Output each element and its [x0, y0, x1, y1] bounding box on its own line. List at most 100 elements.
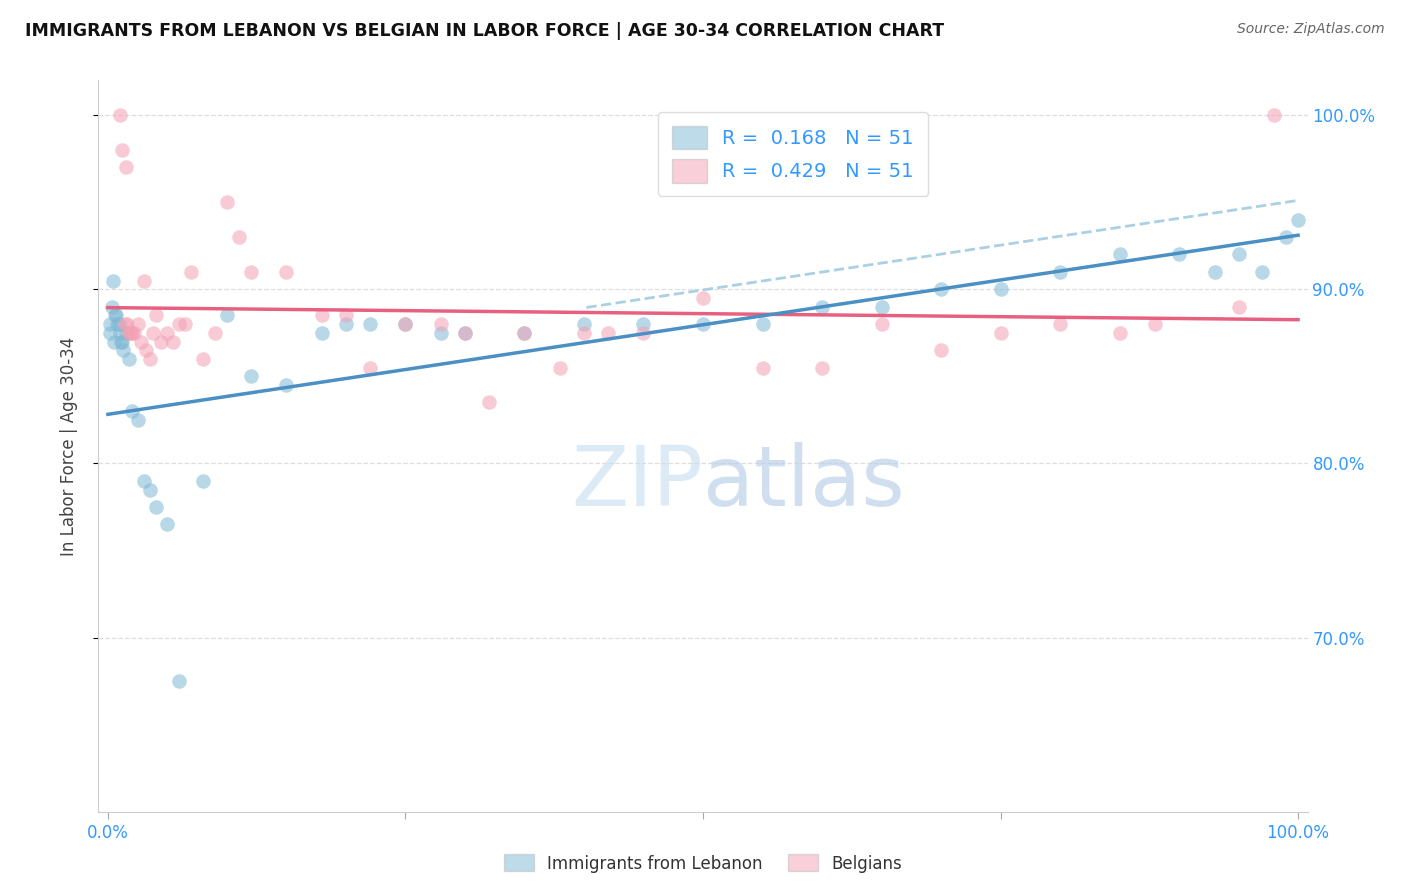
Point — [98, 326, 121, 340]
Point — [127, 413, 149, 427]
Point — [100, 300, 122, 314]
Point — [1049, 317, 1071, 331]
Point — [138, 483, 160, 497]
Point — [129, 334, 152, 349]
Point — [633, 326, 655, 340]
Point — [1263, 108, 1285, 122]
Point — [394, 317, 416, 331]
Point — [162, 334, 184, 349]
Point — [191, 351, 214, 366]
Text: Source: ZipAtlas.com: Source: ZipAtlas.com — [1237, 22, 1385, 37]
Point — [811, 300, 834, 314]
Point — [215, 195, 238, 210]
Point — [169, 674, 191, 689]
Point — [1108, 247, 1130, 261]
Point — [101, 274, 124, 288]
Point — [111, 143, 134, 157]
Point — [751, 317, 773, 331]
Point — [870, 317, 893, 331]
Point — [1227, 300, 1250, 314]
Point — [454, 326, 477, 340]
Point — [239, 265, 262, 279]
Point — [311, 326, 333, 340]
Point — [98, 814, 121, 828]
Point — [103, 334, 125, 349]
Point — [138, 351, 160, 366]
Point — [692, 317, 714, 331]
Point — [142, 326, 165, 340]
Point — [118, 326, 141, 340]
Point — [1251, 265, 1274, 279]
Point — [150, 334, 173, 349]
Point — [132, 274, 155, 288]
Point — [929, 343, 952, 358]
Point — [174, 317, 197, 331]
Point — [751, 360, 773, 375]
Point — [108, 108, 131, 122]
Point — [276, 265, 298, 279]
Point — [430, 317, 453, 331]
Point — [1204, 265, 1226, 279]
Point — [1168, 247, 1191, 261]
Point — [169, 317, 191, 331]
Point — [394, 317, 416, 331]
Point — [114, 317, 136, 331]
Point — [145, 309, 167, 323]
Point — [114, 326, 136, 340]
Point — [633, 317, 655, 331]
Point — [215, 309, 238, 323]
Legend: Immigrants from Lebanon, Belgians: Immigrants from Lebanon, Belgians — [498, 847, 908, 880]
Point — [145, 500, 167, 514]
Point — [1275, 230, 1298, 244]
Point — [107, 317, 129, 331]
Point — [692, 291, 714, 305]
Point — [1144, 317, 1167, 331]
Point — [990, 326, 1012, 340]
Point — [105, 309, 128, 323]
Point — [97, 865, 120, 880]
Point — [104, 309, 127, 323]
Text: atlas: atlas — [703, 442, 904, 523]
Point — [122, 326, 145, 340]
Point — [239, 369, 262, 384]
Y-axis label: In Labor Force | Age 30-34: In Labor Force | Age 30-34 — [59, 336, 77, 556]
Point — [107, 317, 129, 331]
Point — [115, 317, 138, 331]
Point — [335, 317, 357, 331]
Legend: R =  0.168   N = 51, R =  0.429   N = 51: R = 0.168 N = 51, R = 0.429 N = 51 — [658, 112, 928, 196]
Point — [430, 326, 453, 340]
Point — [1227, 247, 1250, 261]
Point — [121, 404, 143, 418]
Point — [454, 326, 477, 340]
Point — [548, 360, 571, 375]
Point — [1049, 265, 1071, 279]
Point — [156, 326, 179, 340]
Point — [121, 326, 143, 340]
Point — [180, 265, 202, 279]
Point — [204, 326, 226, 340]
Point — [98, 317, 121, 331]
Point — [132, 474, 155, 488]
Point — [276, 378, 298, 392]
Point — [120, 326, 142, 340]
Point — [112, 343, 135, 358]
Point — [990, 282, 1012, 296]
Point — [110, 334, 132, 349]
Point — [572, 326, 595, 340]
Point — [156, 517, 179, 532]
Point — [111, 334, 134, 349]
Point — [572, 317, 595, 331]
Point — [127, 317, 149, 331]
Point — [135, 343, 157, 358]
Point — [191, 474, 214, 488]
Point — [359, 317, 381, 331]
Text: ZIP: ZIP — [571, 442, 703, 523]
Point — [359, 360, 381, 375]
Point — [596, 326, 619, 340]
Point — [1108, 326, 1130, 340]
Point — [1286, 212, 1309, 227]
Point — [478, 395, 501, 409]
Point — [513, 326, 536, 340]
Point — [870, 300, 893, 314]
Text: IMMIGRANTS FROM LEBANON VS BELGIAN IN LABOR FORCE | AGE 30-34 CORRELATION CHART: IMMIGRANTS FROM LEBANON VS BELGIAN IN LA… — [25, 22, 945, 40]
